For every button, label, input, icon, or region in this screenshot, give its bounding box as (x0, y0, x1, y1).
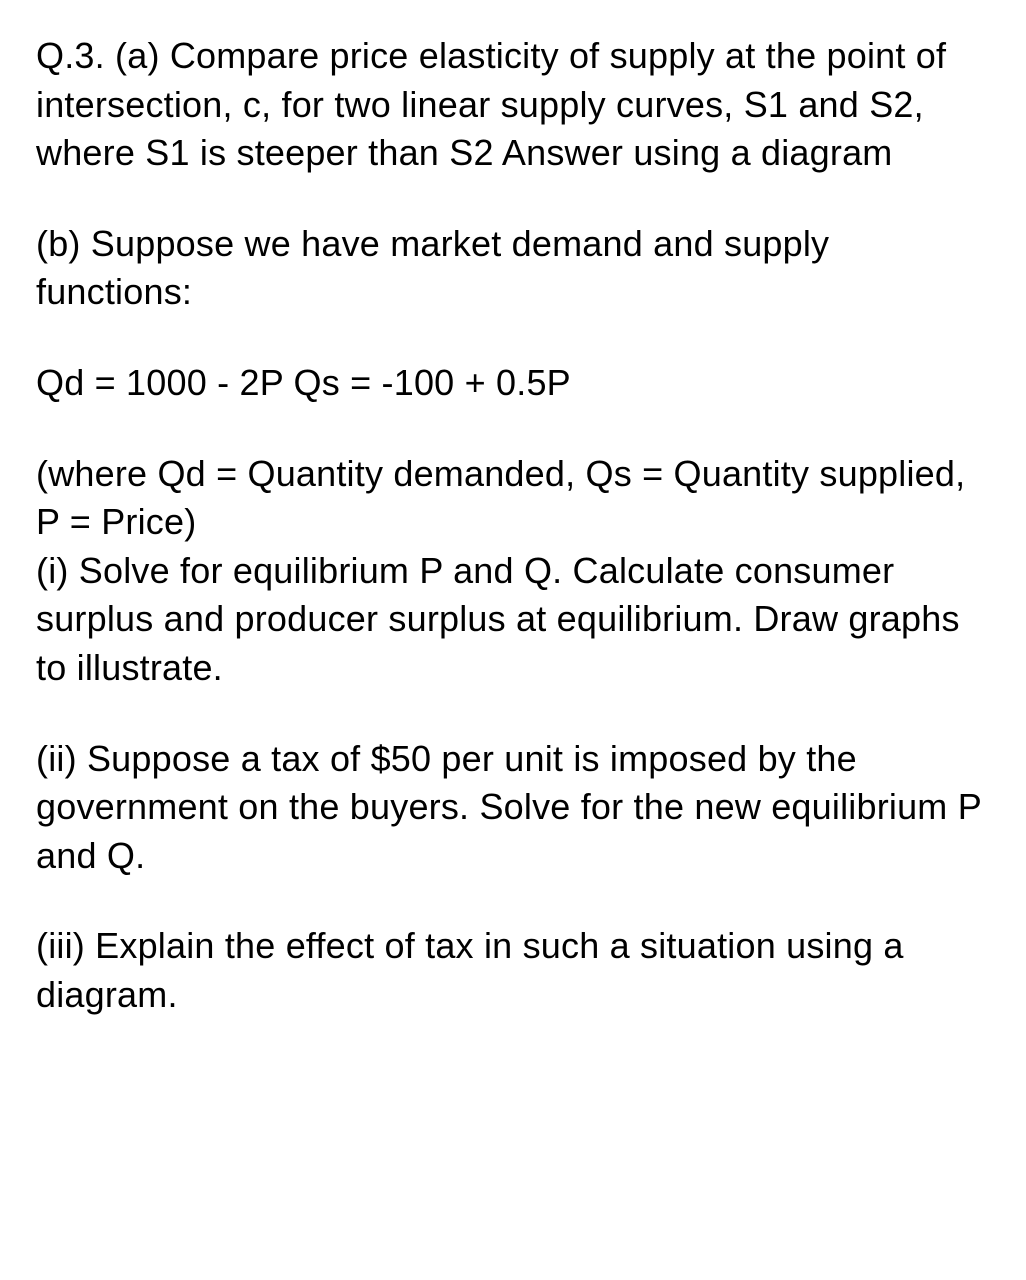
question-part-ii: (ii) Suppose a tax of $50 per unit is im… (36, 735, 990, 881)
definitions-and-part-i: (where Qd = Quantity demanded, Qs = Quan… (36, 450, 990, 693)
equations: Qd = 1000 - 2P Qs = -100 + 0.5P (36, 359, 990, 408)
question-part-b-intro: (b) Suppose we have market demand and su… (36, 220, 990, 317)
question-part-a: Q.3. (a) Compare price elasticity of sup… (36, 32, 990, 178)
question-part-iii: (iii) Explain the effect of tax in such … (36, 922, 990, 1019)
